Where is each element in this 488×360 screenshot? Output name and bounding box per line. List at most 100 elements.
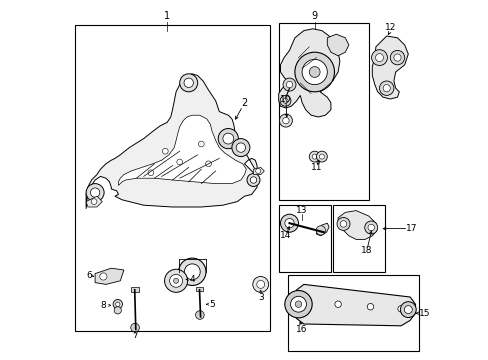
Text: 1: 1: [163, 11, 170, 21]
Circle shape: [177, 159, 182, 165]
Polygon shape: [326, 34, 348, 56]
Circle shape: [295, 301, 301, 307]
Circle shape: [115, 302, 120, 306]
Circle shape: [284, 291, 311, 318]
Circle shape: [279, 114, 292, 127]
Text: 11: 11: [310, 163, 322, 172]
Circle shape: [280, 214, 298, 232]
Bar: [75, 25, 269, 331]
Circle shape: [367, 224, 374, 231]
Text: 7: 7: [132, 331, 138, 340]
Text: 13: 13: [296, 206, 307, 215]
Circle shape: [198, 141, 204, 147]
Polygon shape: [95, 268, 123, 284]
Circle shape: [252, 276, 268, 292]
Circle shape: [389, 50, 404, 65]
Circle shape: [334, 301, 341, 307]
Polygon shape: [316, 223, 328, 236]
Circle shape: [280, 95, 290, 106]
Text: 5: 5: [209, 300, 215, 309]
Text: 4: 4: [189, 274, 195, 284]
Circle shape: [284, 219, 294, 228]
Circle shape: [173, 278, 178, 283]
Bar: [332, 205, 384, 272]
Bar: [131, 287, 139, 292]
Circle shape: [184, 264, 200, 280]
Circle shape: [205, 161, 211, 167]
Text: 16: 16: [296, 325, 307, 334]
Circle shape: [169, 274, 182, 287]
Circle shape: [90, 188, 100, 197]
Circle shape: [375, 54, 383, 62]
Circle shape: [256, 280, 264, 288]
Circle shape: [246, 174, 260, 186]
Circle shape: [319, 154, 324, 159]
Polygon shape: [86, 196, 102, 207]
Circle shape: [183, 78, 193, 87]
Text: 8: 8: [101, 301, 106, 310]
Polygon shape: [337, 211, 376, 239]
Circle shape: [195, 311, 204, 319]
Circle shape: [148, 170, 153, 176]
Text: 12: 12: [384, 22, 395, 31]
Circle shape: [282, 117, 288, 124]
Text: 14: 14: [280, 231, 291, 240]
Circle shape: [218, 129, 238, 149]
Polygon shape: [292, 284, 415, 326]
Text: 2: 2: [241, 98, 247, 108]
Circle shape: [294, 52, 334, 92]
Text: 10: 10: [280, 94, 291, 104]
Circle shape: [100, 273, 107, 280]
Polygon shape: [118, 115, 246, 185]
Circle shape: [311, 154, 317, 159]
Circle shape: [366, 303, 373, 310]
Circle shape: [340, 221, 346, 227]
Circle shape: [223, 133, 233, 144]
Polygon shape: [278, 29, 339, 117]
Bar: [196, 287, 203, 291]
Circle shape: [309, 151, 320, 162]
Circle shape: [231, 139, 249, 157]
Circle shape: [86, 184, 104, 202]
Circle shape: [130, 323, 139, 332]
Circle shape: [404, 306, 411, 314]
Circle shape: [316, 151, 326, 162]
Circle shape: [309, 67, 320, 77]
Circle shape: [283, 78, 295, 91]
Circle shape: [91, 199, 97, 204]
Text: 9: 9: [311, 11, 317, 21]
Text: 18: 18: [361, 246, 372, 255]
Circle shape: [250, 177, 256, 183]
Circle shape: [302, 59, 326, 85]
Circle shape: [397, 306, 404, 312]
Bar: [278, 23, 368, 200]
Circle shape: [400, 302, 415, 318]
Circle shape: [114, 307, 121, 314]
Circle shape: [316, 226, 325, 235]
Circle shape: [283, 98, 287, 103]
Circle shape: [179, 74, 197, 92]
Circle shape: [364, 221, 377, 234]
Text: 6: 6: [86, 271, 92, 280]
Circle shape: [290, 296, 306, 312]
Circle shape: [162, 148, 168, 154]
Circle shape: [113, 300, 122, 309]
Text: 17: 17: [406, 224, 417, 233]
Text: 15: 15: [418, 309, 430, 318]
Circle shape: [393, 54, 400, 61]
Circle shape: [164, 269, 187, 292]
Polygon shape: [86, 74, 257, 209]
Text: 3: 3: [257, 292, 263, 302]
Circle shape: [382, 85, 389, 92]
Polygon shape: [371, 36, 407, 99]
Circle shape: [236, 143, 245, 152]
Circle shape: [336, 217, 349, 230]
Polygon shape: [253, 167, 264, 175]
Bar: [278, 205, 330, 272]
Circle shape: [285, 81, 292, 88]
Bar: [287, 275, 418, 351]
Circle shape: [178, 258, 205, 285]
Circle shape: [371, 50, 386, 66]
Circle shape: [379, 81, 393, 95]
Circle shape: [255, 168, 260, 174]
